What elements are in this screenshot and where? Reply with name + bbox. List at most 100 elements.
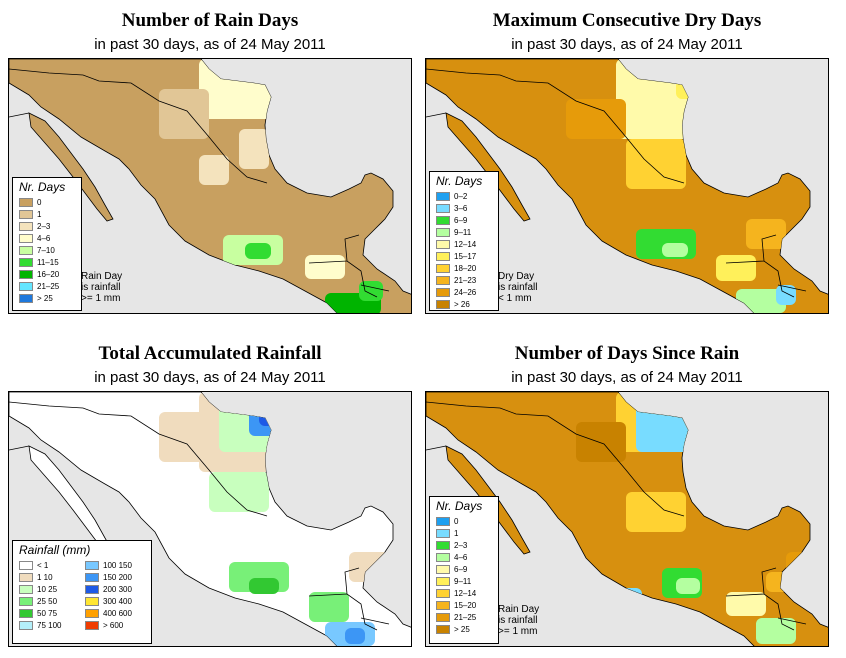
legend-label: 100 150 bbox=[103, 561, 132, 570]
legend-swatch bbox=[19, 573, 33, 582]
legend-swatch bbox=[436, 517, 450, 526]
legend-swatch bbox=[436, 601, 450, 610]
map-canvas bbox=[9, 59, 411, 313]
panel-rain-days: Number of Rain Days in past 30 days, as … bbox=[6, 0, 414, 320]
legend-note: Dry Day is rainfall < 1 mm bbox=[498, 271, 538, 304]
legend-swatch bbox=[436, 252, 450, 261]
rain-region bbox=[676, 59, 828, 99]
rain-region bbox=[746, 219, 786, 249]
map-days-since-rain: Nr. Days 0 1 2–3 4–6 6–9 9–11 12–14 15–20 21–25 >… bbox=[425, 391, 829, 647]
rain-region bbox=[309, 592, 349, 622]
map-dry-days: Nr. Days 0–2 3–6 6–9 9–11 12–14 15–17 18–20 21–… bbox=[425, 58, 829, 314]
legend-swatch bbox=[85, 561, 99, 570]
legend-label: 3–6 bbox=[454, 204, 468, 213]
panel-dry-days: Maximum Consecutive Dry Days in past 30 … bbox=[423, 0, 831, 320]
rain-region bbox=[716, 255, 756, 281]
legend-swatch bbox=[85, 585, 99, 594]
legend-label: < 1 bbox=[37, 561, 49, 570]
legend-swatch bbox=[19, 294, 33, 303]
rain-region bbox=[239, 129, 269, 169]
legend-entry: 400 600 bbox=[85, 609, 132, 619]
map-rain-days: Nr. Days 0 1 2–3 4–6 7–10 11–15 16–20 21–25 > 25… bbox=[8, 58, 412, 314]
legend-label: 10 25 bbox=[37, 585, 58, 594]
legend-entry: 15–17 bbox=[436, 252, 476, 262]
legend-swatch bbox=[19, 561, 33, 570]
legend-swatch bbox=[436, 613, 450, 622]
legend-label: > 25 bbox=[454, 625, 470, 634]
rain-region bbox=[776, 285, 796, 305]
legend-label: 15–20 bbox=[454, 601, 477, 610]
legend-note: Rain Day is rainfall >= 1 mm bbox=[81, 271, 123, 304]
legend-label: 4–6 bbox=[37, 234, 51, 243]
panel-title: Maximum Consecutive Dry Days bbox=[492, 10, 762, 31]
legend-swatch bbox=[19, 621, 33, 630]
legend-swatch bbox=[436, 529, 450, 538]
legend-entry: 25 50 bbox=[19, 597, 57, 607]
legend-label: 18–20 bbox=[454, 264, 477, 273]
legend-label: 2–3 bbox=[37, 222, 51, 231]
legend-label: 0–2 bbox=[454, 192, 468, 201]
legend-swatch bbox=[19, 270, 33, 279]
legend-entry: 0 bbox=[19, 198, 41, 208]
legend-label: 12–14 bbox=[454, 589, 477, 598]
legend-label: 1 bbox=[454, 529, 459, 538]
rain-region bbox=[245, 243, 271, 259]
legend-label: 6–9 bbox=[454, 565, 468, 574]
legend-label: 0 bbox=[454, 517, 459, 526]
rain-region bbox=[786, 552, 816, 582]
rain-region bbox=[602, 588, 642, 612]
legend-label: > 600 bbox=[103, 621, 124, 630]
rain-region bbox=[345, 628, 365, 644]
panel-accumulated-rainfall: Total Accumulated Rainfall in past 30 da… bbox=[6, 333, 414, 653]
legend-label: 200 300 bbox=[103, 585, 132, 594]
legend-entry: 11–15 bbox=[19, 258, 59, 268]
panel-subtitle: in past 30 days, as of 24 May 2011 bbox=[94, 369, 326, 386]
legend-swatch bbox=[436, 264, 450, 273]
legend-swatch bbox=[436, 276, 450, 285]
legend-label: 25 50 bbox=[37, 597, 58, 606]
legend-label: 150 200 bbox=[103, 573, 132, 582]
legend-label: 4–6 bbox=[454, 553, 468, 562]
legend-entry: 10 25 bbox=[19, 585, 57, 595]
panel-days-since-rain: Number of Days Since Rain in past 30 day… bbox=[423, 333, 831, 653]
rain-region bbox=[359, 281, 383, 301]
legend-swatch bbox=[85, 573, 99, 582]
legend-swatch bbox=[436, 589, 450, 598]
legend-label: 7–10 bbox=[37, 246, 55, 255]
legend-swatch bbox=[436, 300, 450, 309]
legend-entry: 100 150 bbox=[85, 561, 132, 571]
legend-entry: 0–2 bbox=[436, 192, 467, 202]
legend-entry: 7–10 bbox=[19, 246, 55, 256]
legend-label: 11–15 bbox=[37, 258, 59, 267]
legend-swatch bbox=[436, 192, 450, 201]
panel-subtitle: in past 30 days, as of 24 May 2011 bbox=[511, 36, 743, 53]
legend: Nr. Days 0–2 3–6 6–9 9–11 12–14 15–17 18–20 21–… bbox=[429, 171, 499, 311]
panel-subtitle: in past 30 days, as of 24 May 2011 bbox=[511, 369, 743, 386]
rain-region bbox=[249, 396, 369, 436]
legend-label: 50 75 bbox=[37, 609, 58, 618]
legend-label: 0 bbox=[37, 198, 42, 207]
legend-label: 15–17 bbox=[454, 252, 477, 261]
rain-region bbox=[576, 422, 626, 462]
legend: Rainfall (mm) < 1 1 10 10 25 25 50 50 75 75 1… bbox=[12, 540, 152, 644]
legend-entry: 24–26 bbox=[436, 288, 476, 298]
legend-swatch bbox=[436, 288, 450, 297]
legend-swatch bbox=[436, 625, 450, 634]
rain-region bbox=[726, 592, 766, 616]
legend-entry: 9–11 bbox=[436, 228, 471, 238]
rain-region bbox=[209, 472, 269, 512]
legend-swatch bbox=[19, 609, 33, 618]
legend-label: 12–14 bbox=[454, 240, 477, 249]
legend-label: 75 100 bbox=[37, 621, 62, 630]
rain-region bbox=[305, 255, 345, 279]
legend-label: 2–3 bbox=[454, 541, 468, 550]
rain-region bbox=[636, 402, 746, 452]
legend-label: 24–26 bbox=[454, 288, 477, 297]
legend-entry: > 26 bbox=[436, 300, 470, 310]
country-borders bbox=[9, 68, 390, 298]
rain-region bbox=[259, 402, 339, 426]
legend-entry: 4–6 bbox=[19, 234, 50, 244]
legend-entry: 50 75 bbox=[19, 609, 57, 619]
legend-label: 1 10 bbox=[37, 573, 53, 582]
rain-region bbox=[626, 139, 686, 189]
